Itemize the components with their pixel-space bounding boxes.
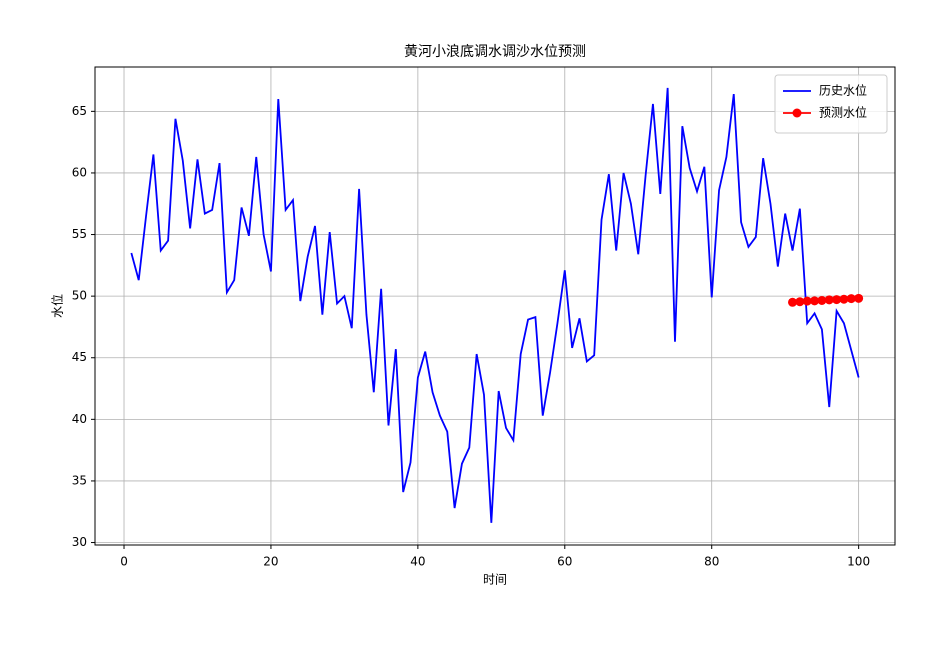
y-tick-label: 30 (72, 535, 87, 549)
x-tick-label: 100 (847, 555, 870, 569)
point (824, 295, 834, 305)
y-axis-label: 水位 (50, 294, 65, 318)
x-tick-label: 80 (704, 555, 719, 569)
x-tick-label: 20 (263, 555, 278, 569)
series-line (130, 87, 860, 523)
y-tick-label: 50 (72, 289, 87, 303)
y-tick-label: 40 (72, 412, 87, 426)
point (832, 295, 842, 305)
legend-marker (792, 108, 802, 118)
x-axis-label: 时间 (483, 573, 507, 587)
point (802, 296, 812, 306)
chart-title: 黄河小浪底调水调沙水位预测 (404, 43, 586, 60)
y-tick-label: 35 (72, 473, 87, 487)
y-tick-label: 65 (72, 104, 87, 118)
plot-frame (94, 66, 896, 546)
y-tick-label: 60 (72, 165, 87, 179)
y-tick-label: 55 (72, 227, 87, 241)
x-tick-label: 60 (557, 555, 572, 569)
point (817, 295, 827, 305)
x-tick-label: 40 (410, 555, 425, 569)
legend-box (774, 74, 888, 134)
y-tick-label: 45 (72, 350, 87, 364)
point (795, 297, 805, 307)
point (854, 293, 864, 303)
legend-label: 历史水位 (819, 83, 867, 98)
point (839, 294, 849, 304)
point (810, 296, 820, 306)
x-tick-label: 0 (120, 555, 128, 569)
point (846, 294, 856, 304)
point (788, 297, 798, 307)
legend-label: 预测水位 (819, 105, 867, 120)
